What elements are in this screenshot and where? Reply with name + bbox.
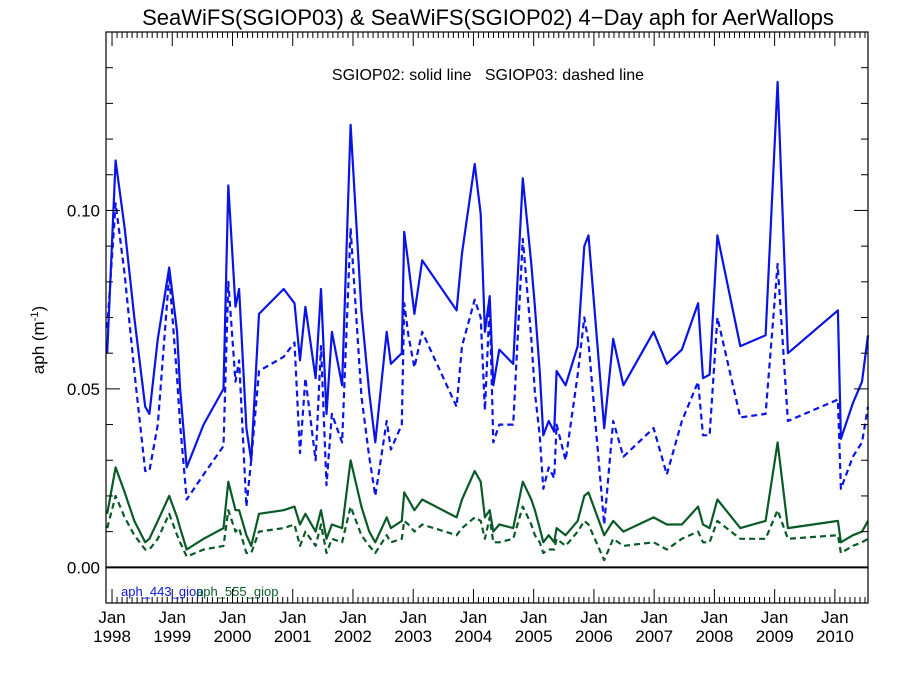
chart-title: SeaWiFS(SGIOP03) & SeaWiFS(SGIOP02) 4−Da… <box>142 5 834 30</box>
series-line-555_sgiop02 <box>106 441 869 551</box>
y-tick-label: 0.00 <box>67 558 100 577</box>
y-axis-label: aph (m-1) <box>29 306 48 374</box>
x-tick-label-month: Jan <box>339 608 366 627</box>
x-tick-label-month: Jan <box>761 608 788 627</box>
series-line-555_sgiop03 <box>106 494 869 562</box>
x-tick-label-month: Jan <box>98 608 125 627</box>
line-style-annotation: SGIOP02: solid line SGIOP03: dashed line <box>332 67 644 84</box>
y-tick-label: 0.10 <box>67 201 100 220</box>
x-tick-label-year: 1998 <box>93 627 131 646</box>
y-tick-label: 0.05 <box>67 380 100 399</box>
x-tick-label-year: 2002 <box>334 627 372 646</box>
x-tick-label-month: Jan <box>701 608 728 627</box>
x-tick-label-year: 2006 <box>575 627 613 646</box>
y-axis-label-main: aph (m <box>29 321 48 374</box>
x-tick-label-month: Jan <box>279 608 306 627</box>
x-tick-label-year: 2003 <box>394 627 432 646</box>
x-tick-label-month: Jan <box>640 608 667 627</box>
x-tick-label-month: Jan <box>219 608 246 627</box>
x-tick-label-month: Jan <box>399 608 426 627</box>
x-tick-label-year: 2010 <box>816 627 854 646</box>
x-tick-label-year: 1999 <box>153 627 191 646</box>
y-axis-label-sup: -1 <box>29 311 41 321</box>
x-tick-label-month: Jan <box>460 608 487 627</box>
x-tick-label-month: Jan <box>580 608 607 627</box>
x-tick-label-year: 2007 <box>635 627 673 646</box>
x-tick-label-year: 2001 <box>274 627 312 646</box>
x-tick-label-year: 2009 <box>756 627 794 646</box>
series-line-443_sgiop03 <box>106 202 870 526</box>
x-tick-label-month: Jan <box>520 608 547 627</box>
x-tick-label-year: 2004 <box>455 627 493 646</box>
x-tick-label-month: Jan <box>159 608 186 627</box>
x-tick-label-year: 2005 <box>515 627 553 646</box>
y-axis-label-close: ) <box>29 306 48 312</box>
x-tick-label-year: 2008 <box>695 627 733 646</box>
x-tick-label-month: Jan <box>821 608 848 627</box>
legend-entry-aph_555_giop: aph_555_giop <box>196 584 278 599</box>
series-line-443_sgiop02 <box>106 80 870 469</box>
legend-entry-aph_443_giop: aph_443_giop <box>121 584 203 599</box>
x-tick-label-year: 2000 <box>214 627 252 646</box>
